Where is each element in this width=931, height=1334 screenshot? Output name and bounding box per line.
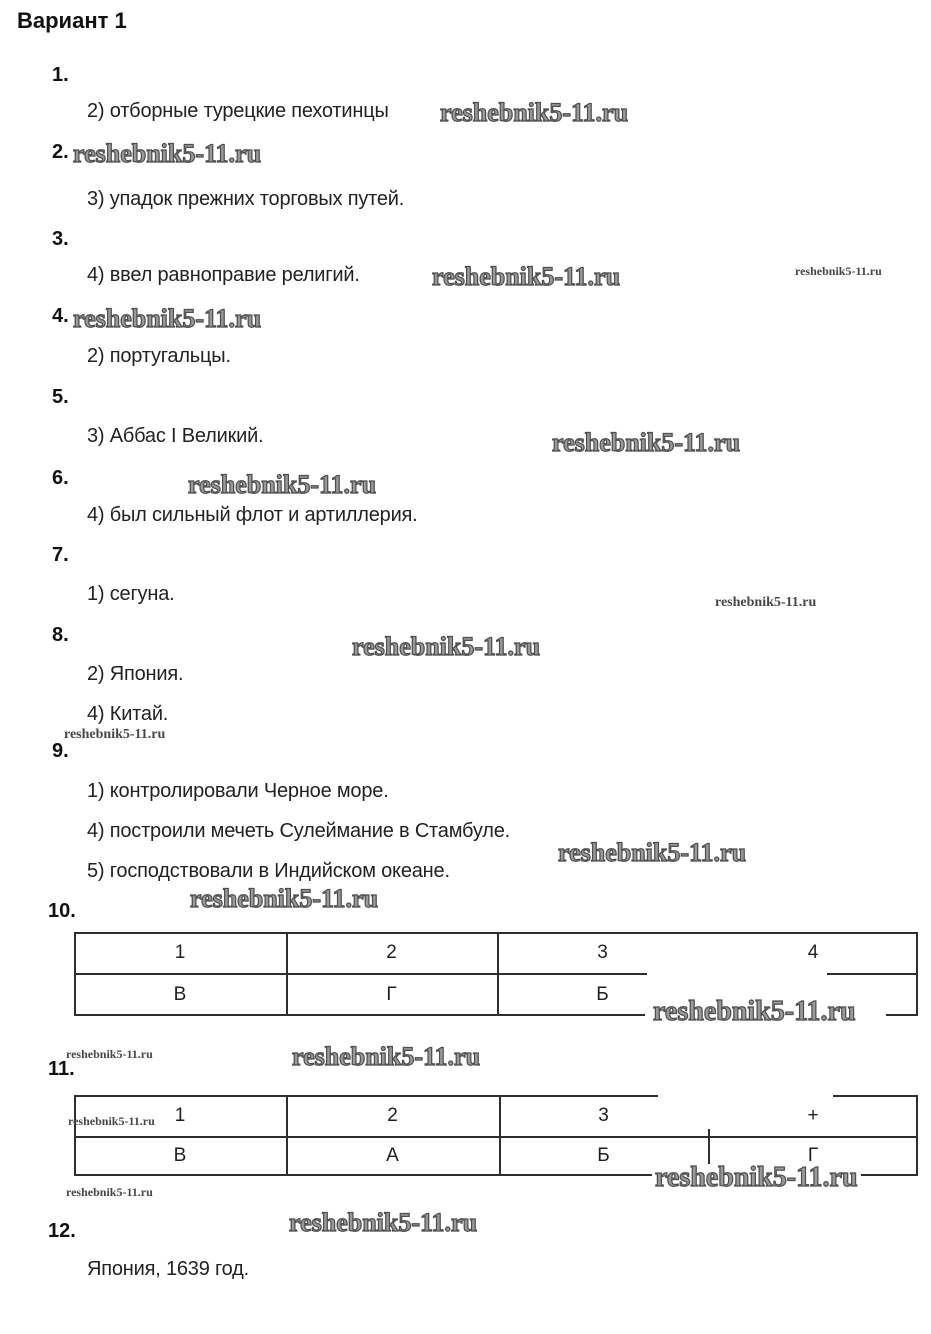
watermark: reshebnik5-11.ru (288, 1208, 478, 1237)
item-number: 6. (52, 467, 69, 489)
table-border (74, 1095, 658, 1097)
watermark: reshebnik5-11.ru (551, 428, 741, 457)
table-border (74, 1095, 76, 1176)
item-number: 3. (52, 228, 69, 250)
watermark: reshebnik5-11.ru (795, 264, 882, 278)
table-border (708, 1129, 710, 1190)
item-number: 5. (52, 386, 69, 408)
answer-line: 3) упадок прежних торговых путей. (87, 188, 405, 210)
watermark: reshebnik5-11.ru (650, 997, 859, 1026)
watermark: reshebnik5-11.ru (439, 98, 629, 127)
table-value-cell: Б (596, 984, 609, 1005)
item-number: 1. (52, 64, 69, 86)
table-header-cell: 4 (807, 942, 819, 963)
table-border (74, 973, 647, 975)
item-number: 2. (52, 141, 69, 163)
watermark: reshebnik5-11.ru (351, 632, 541, 661)
table-border (827, 973, 918, 975)
table-border (833, 1095, 918, 1097)
answer-line: 4) построили мечеть Сулеймание в Стамбул… (87, 820, 510, 842)
watermark: reshebnik5-11.ru (187, 470, 377, 499)
answer-line: 2) отборные турецкие пехотинцы (87, 100, 389, 122)
answer-line: 1) сегуна. (87, 583, 175, 605)
item-number: 4. (52, 305, 69, 327)
page-title: Вариант 1 (17, 8, 127, 33)
table-border (74, 1136, 918, 1138)
table-header-cell: 3 (597, 942, 608, 963)
answer-line: 4) Китай. (87, 703, 169, 725)
answer-line: 1) контролировали Черное море. (87, 780, 389, 802)
table-header-cell: + (807, 1105, 819, 1126)
table-border (74, 1014, 645, 1016)
watermark: reshebnik5-11.ru (291, 1042, 481, 1071)
answer-line: 4) был сильный флот и артиллерия. (87, 504, 418, 526)
watermark: reshebnik5-11.ru (72, 139, 262, 168)
table-border (886, 1014, 918, 1016)
watermark: reshebnik5-11.ru (715, 595, 817, 610)
table-value-cell: В (173, 984, 187, 1005)
item-number: 7. (52, 544, 69, 566)
table-value-cell: А (386, 1145, 399, 1166)
answer-line: 2) Япония. (87, 663, 184, 685)
answer-line: Япония, 1639 год. (87, 1258, 249, 1280)
answers-table-11: 1 2 3 + В А Б Г reshebnik5-11.ru (68, 1095, 918, 1190)
table-header-cell: 2 (386, 942, 397, 963)
watermark: reshebnik5-11.ru (189, 884, 379, 913)
watermark: reshebnik5-11.ru (66, 1047, 153, 1061)
table-border (916, 1095, 918, 1176)
watermark: reshebnik5-11.ru (557, 838, 747, 867)
table-header-cell: 2 (387, 1105, 398, 1126)
watermark: reshebnik5-11.ru (66, 1185, 153, 1199)
watermark: reshebnik5-11.ru (652, 1163, 861, 1192)
table-value-cell: Г (386, 984, 397, 1005)
table-header-cell: 3 (598, 1105, 609, 1126)
item-number: 10. (48, 900, 76, 922)
watermark: reshebnik5-11.ru (72, 304, 262, 333)
table-header-cell: 1 (174, 1105, 186, 1126)
item-number: 9. (52, 740, 69, 762)
table-value-cell: В (173, 1145, 187, 1166)
watermark: reshebnik5-11.ru (431, 262, 621, 291)
table-border (286, 1095, 288, 1176)
table-border (74, 1174, 918, 1176)
table-header-cell: 1 (174, 942, 186, 963)
table-value-cell: Б (597, 1145, 610, 1166)
item-number: 8. (52, 624, 69, 646)
answer-line: 4) ввел равноправие религий. (87, 264, 360, 286)
table-border (499, 1095, 501, 1176)
watermark: reshebnik5-11.ru (68, 1114, 155, 1128)
item-number: 11. (48, 1058, 75, 1080)
answer-line: 2) португальцы. (87, 345, 231, 367)
table-border (74, 932, 918, 934)
answers-table-10: 1 2 3 4 В Г Б (74, 932, 918, 1016)
item-number: 12. (48, 1220, 76, 1242)
answer-line: 3) Аббас I Великий. (87, 425, 264, 447)
table-value-cell: Г (807, 1145, 819, 1166)
watermark: reshebnik5-11.ru (64, 727, 166, 742)
answer-line: 5) господствовали в Индийском океане. (87, 860, 450, 882)
